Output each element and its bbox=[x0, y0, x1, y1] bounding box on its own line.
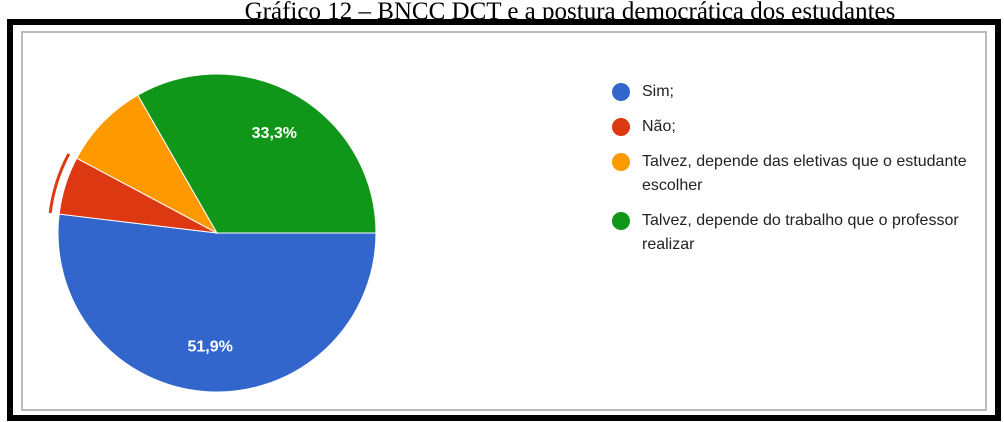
data-label: 51,9% bbox=[187, 338, 232, 355]
legend-item: Não; bbox=[612, 115, 972, 139]
legend-swatch bbox=[612, 83, 630, 101]
inner-frame bbox=[21, 31, 987, 411]
pie-slice bbox=[137, 73, 377, 234]
legend-label: Talvez, depende das eletivas que o estud… bbox=[642, 153, 967, 194]
legend-label: Não; bbox=[642, 118, 676, 135]
legend-item: Talvez, depende do trabalho que o profes… bbox=[612, 209, 972, 257]
pie: 51,9% 33,3% bbox=[48, 73, 377, 393]
slice-highlight bbox=[48, 153, 71, 214]
data-label: 33,3% bbox=[252, 125, 297, 142]
pie-slice bbox=[76, 94, 219, 235]
legend-label: Sim; bbox=[642, 83, 674, 100]
legend-swatch bbox=[612, 212, 630, 230]
legend-label: Talvez, depende do trabalho que o profes… bbox=[642, 212, 959, 253]
legend-item: Sim; bbox=[612, 80, 972, 104]
pie-slice bbox=[57, 213, 377, 393]
legend: Sim; Não; Talvez, depende das eletivas que… bbox=[612, 80, 972, 268]
legend-item: Talvez, depende das eletivas que o estud… bbox=[612, 150, 972, 198]
legend-swatch bbox=[612, 118, 630, 136]
legend-swatch bbox=[612, 153, 630, 171]
